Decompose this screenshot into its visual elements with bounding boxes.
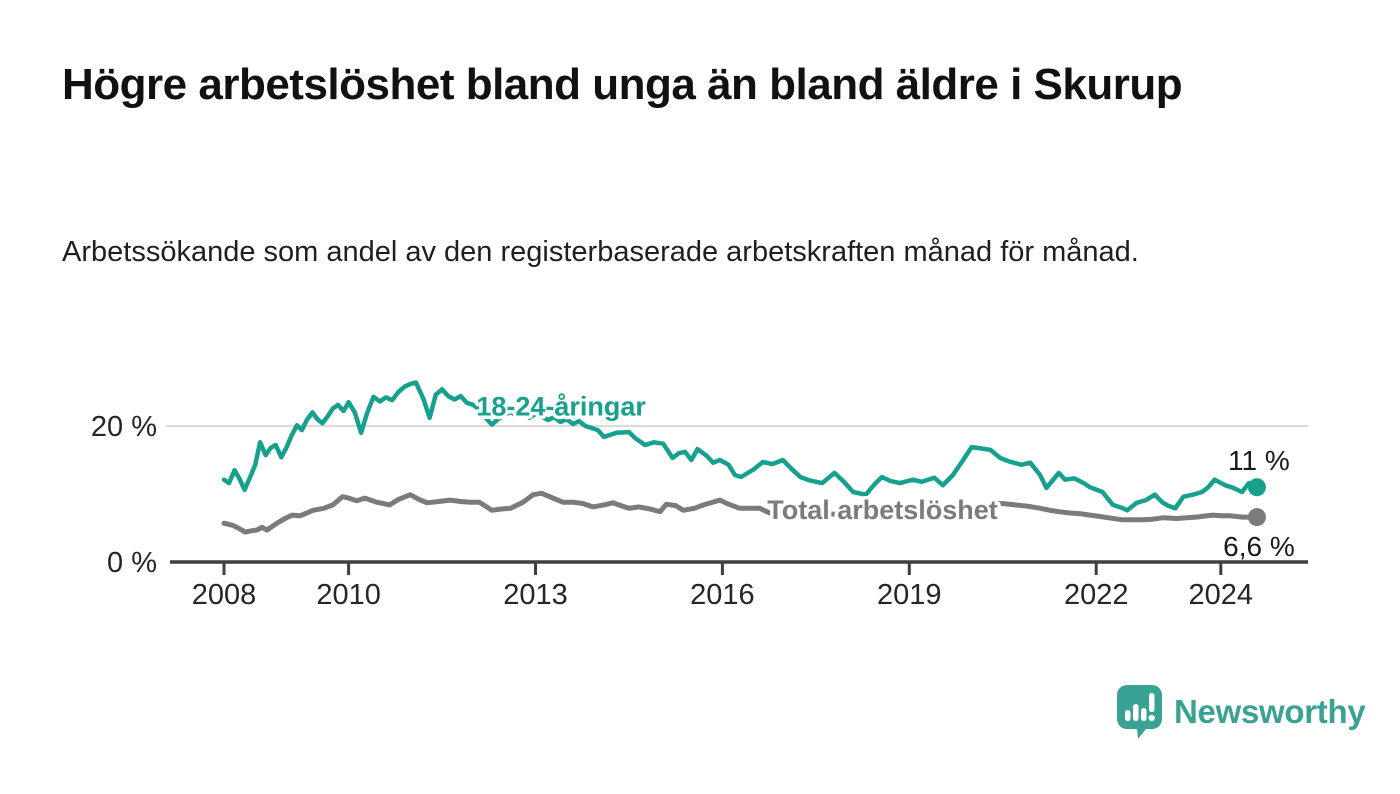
x-tick-label-2008: 2008 <box>192 579 257 611</box>
series-line-1 <box>221 490 1260 535</box>
series-line-0 <box>221 380 1260 513</box>
series-end-label-0: 11 % <box>1228 445 1290 476</box>
x-tick-label-2019: 2019 <box>877 579 942 611</box>
x-tick-label-2024: 2024 <box>1189 579 1254 611</box>
series-label-1: Total arbetslöshet <box>767 495 998 525</box>
x-tick-label-2016: 2016 <box>690 579 755 611</box>
series-end-label-1: 6,6 % <box>1223 531 1295 562</box>
y-tick-label-0: 0 % <box>107 547 157 579</box>
newsworthy-logo-text: Newsworthy <box>1174 693 1366 730</box>
series-end-dot-1 <box>1247 508 1266 527</box>
chart-subtitle: Arbetssökande som andel av den registerb… <box>62 236 1139 268</box>
x-tick-label-2010: 2010 <box>316 579 381 611</box>
y-tick-label-20: 20 % <box>91 411 157 443</box>
newsworthy-logo-icon <box>1117 685 1162 739</box>
series-end-dot-0 <box>1247 478 1266 497</box>
series-label-0: 18-24-åringar <box>476 391 646 421</box>
x-tick-label-2013: 2013 <box>503 579 568 611</box>
x-tick-label-2022: 2022 <box>1064 579 1129 611</box>
newsworthy-logo[interactable]: Newsworthy <box>1115 684 1366 740</box>
page-title: Högre arbetslöshet bland unga än bland ä… <box>62 60 1183 109</box>
